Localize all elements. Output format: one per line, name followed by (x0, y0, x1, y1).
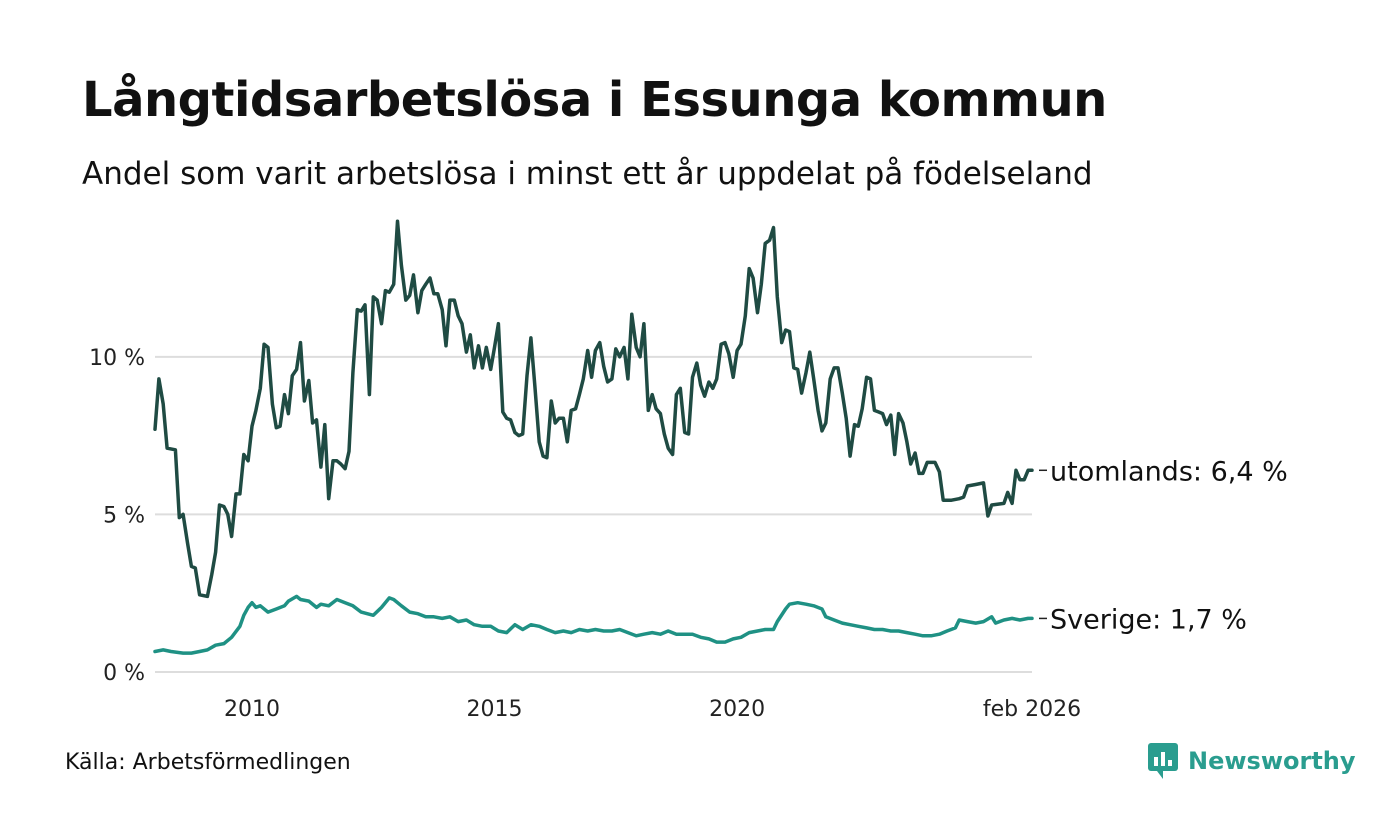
x-tick-label: feb 2026 (983, 697, 1081, 722)
series-line-utomlands (153, 219, 1034, 599)
source-note: Källa: Arbetsförmedlingen (65, 750, 351, 775)
y-tick-label: 5 % (103, 503, 145, 528)
x-tick-label: 2020 (709, 697, 765, 722)
y-tick-label: 0 % (103, 661, 145, 686)
page-subtitle: Andel som varit arbetslösa i minst ett å… (82, 156, 1093, 192)
series-line-sverige (153, 594, 1034, 655)
x-axis-tick-labels: 2010 2015 2020 feb 2026 (224, 697, 1081, 722)
series-end-label-utomlands: utomlands: 6,4 % (1050, 456, 1288, 487)
y-tick-label: 10 % (89, 346, 145, 371)
page-title: Långtidsarbetslösa i Essunga kommun (82, 72, 1107, 128)
y-axis-tick-labels: 0 % 5 % 10 % (89, 346, 145, 686)
newsworthy-logo-icon (1148, 743, 1178, 779)
brand-name: Newsworthy (1188, 747, 1356, 775)
brand-logo[interactable]: Newsworthy (1148, 743, 1356, 779)
x-tick-label: 2015 (467, 697, 523, 722)
x-tick-label: 2010 (224, 697, 280, 722)
series-end-labels: utomlands: 6,4 % Sverige: 1,7 % (1039, 456, 1288, 635)
series-lines (153, 219, 1034, 655)
series-end-label-sverige: Sverige: 1,7 % (1050, 604, 1247, 635)
